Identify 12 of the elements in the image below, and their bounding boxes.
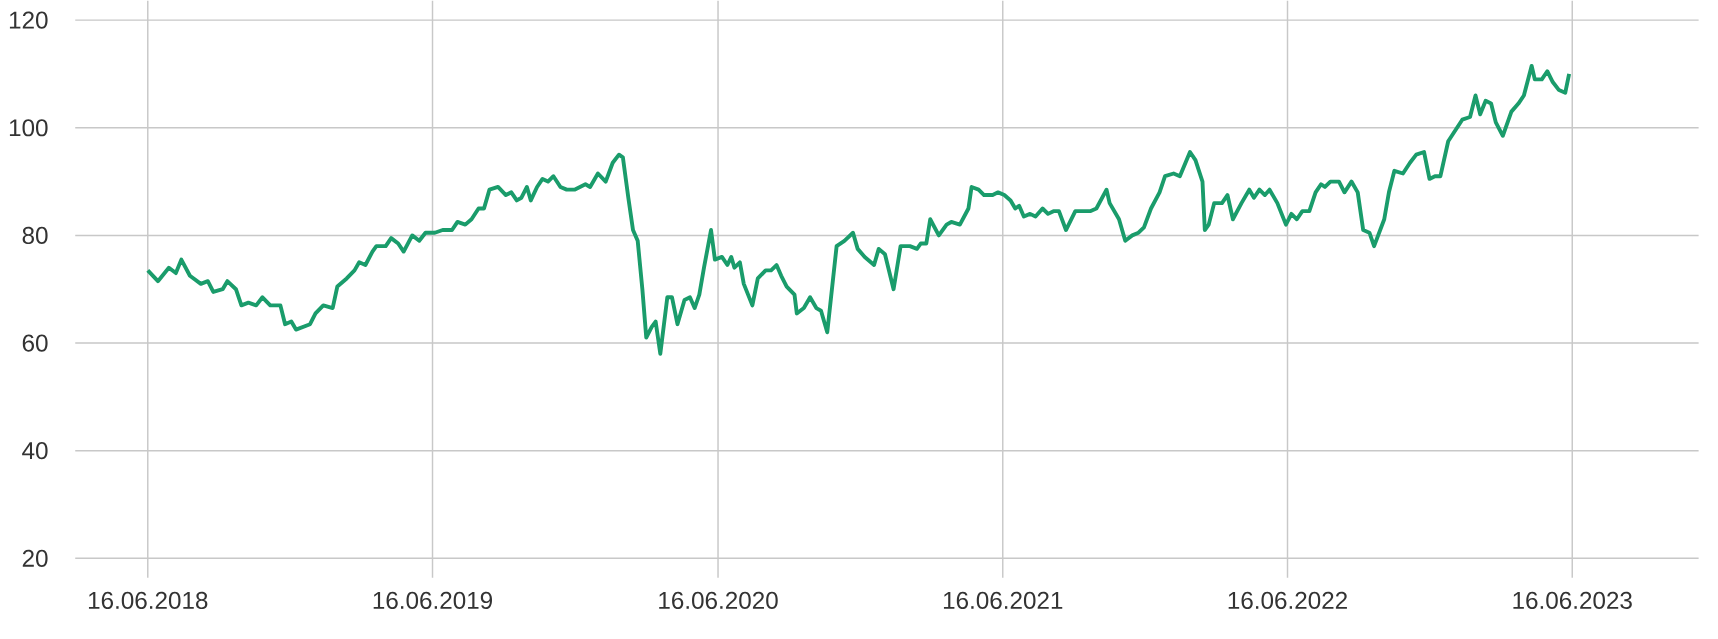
x-tick-label: 16.06.2022 bbox=[1228, 591, 1347, 610]
x-tick-label: 16.06.2018 bbox=[88, 591, 208, 610]
x-tick-label: 16.06.2021 bbox=[943, 591, 1063, 610]
y-tick-label: 80 bbox=[22, 226, 48, 245]
x-tick-label: 16.06.2019 bbox=[373, 591, 493, 610]
x-tick-label: 16.06.2023 bbox=[1513, 591, 1632, 610]
y-tick-label: 20 bbox=[22, 549, 48, 567]
x-tick-label: 16.06.2020 bbox=[659, 591, 778, 610]
y-tick-label: 60 bbox=[22, 334, 48, 352]
y-tick-label: 40 bbox=[22, 442, 48, 460]
y-tick-label: 120 bbox=[9, 11, 48, 29]
y-tick-label: 100 bbox=[9, 119, 48, 137]
